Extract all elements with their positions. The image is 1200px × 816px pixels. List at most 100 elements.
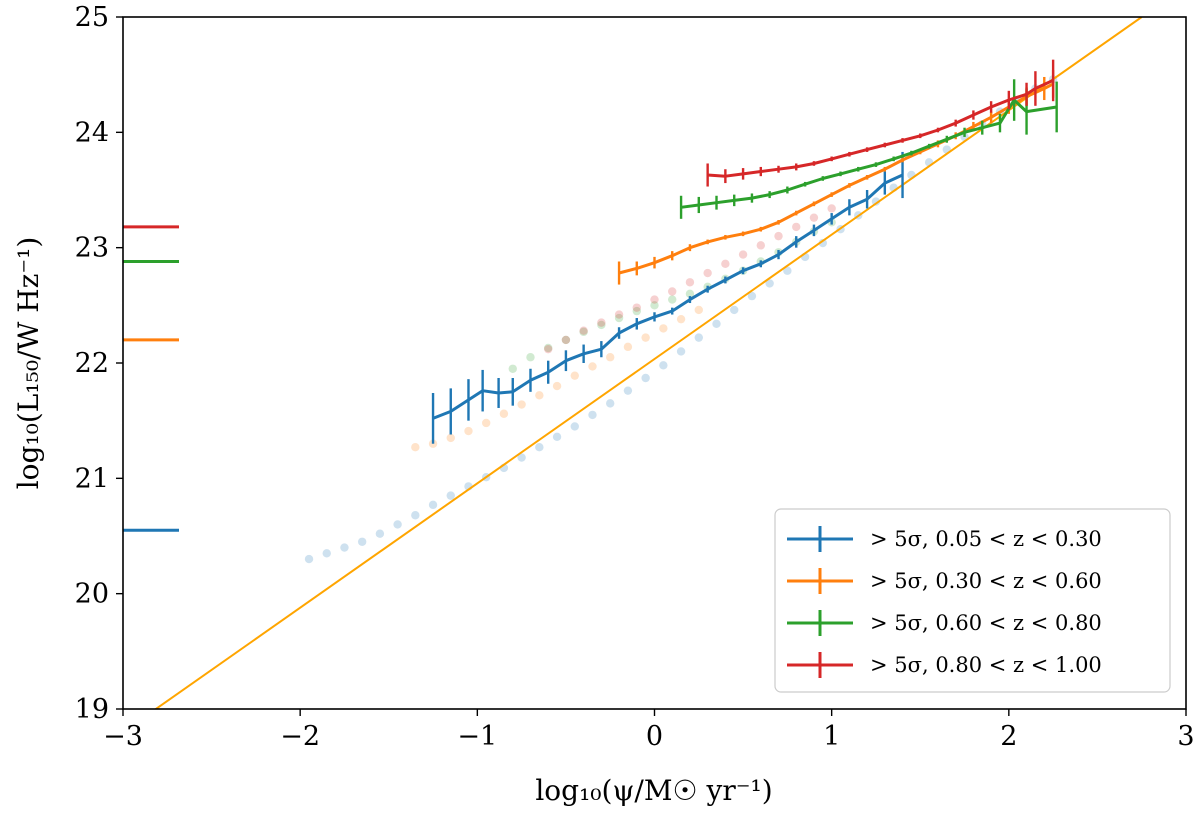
faded-point-2-9 [668,295,677,304]
legend-item-1: > 5σ, 0.30 < z < 0.60 [787,568,1102,594]
faded-point-0-23 [712,319,721,328]
y-tick-label-2: 21 [75,463,109,494]
faded-point-1-12 [623,342,633,352]
faded-point-3-6 [650,295,659,304]
y-tick-label-1: 20 [75,579,109,610]
faded-point-3-10 [721,259,730,269]
faded-point-0-3 [357,537,367,546]
faded-point-1-16 [694,305,703,315]
faded-point-0-1 [322,549,331,558]
faded-point-2-10 [685,289,695,298]
faded-point-1-5 [499,409,509,418]
faded-point-0-14 [552,432,562,442]
x-tick-label-4: 1 [823,721,840,752]
faded-point-1-14 [659,324,668,333]
faded-point-2-4 [579,327,588,337]
x-tick-label-3: 0 [646,721,663,752]
faded-point-0-32 [871,197,881,206]
faded-point-0-24 [730,305,739,315]
reference-line-layer [154,17,1143,709]
faded-point-3-8 [685,278,695,287]
x-tick-label-5: 2 [1000,721,1017,752]
faded-point-2-5 [597,320,606,330]
faded-point-0-13 [535,442,544,452]
faded-point-3-13 [774,231,783,241]
x-tick-label-2: −1 [457,721,497,752]
faded-point-0-18 [623,386,633,395]
faded-point-3-7 [668,287,677,296]
legend-box [774,508,1171,693]
series-0 [431,151,904,444]
faded-point-1-4 [481,418,491,428]
faded-point-3-12 [756,241,765,250]
faded-point-0-7 [428,500,438,510]
faded-point-2-3 [561,335,571,345]
faded-point-0-8 [446,491,455,500]
faded-point-1-3 [464,426,473,436]
x-tick-label-1: −2 [280,721,320,752]
legend-label-0: > 5σ, 0.05 < z < 0.30 [870,527,1102,551]
faded-point-3-11 [738,250,748,259]
y-tick-label-0: 19 [75,694,109,725]
faded-point-1-10 [588,362,597,371]
x-tick-label-0: −3 [103,721,143,752]
faded-point-2-8 [650,301,659,310]
faded-point-1-0 [411,442,420,452]
faded-point-0-17 [606,399,615,408]
faded-point-1-7 [535,391,544,400]
faded-point-3-4 [614,310,624,319]
faded-point-0-2 [340,543,349,552]
legend-label-1: > 5σ, 0.30 < z < 0.60 [870,569,1102,593]
faded-point-3-5 [632,303,641,312]
faded-point-1-2 [446,433,455,443]
series-2 [679,79,1058,219]
faded-point-1-9 [570,371,579,380]
faded-point-0-4 [375,529,385,538]
faded-point-3-16 [827,204,836,213]
faded-point-3-9 [703,268,712,278]
series-line-2 [680,98,1057,209]
legend-label-3: > 5σ, 0.80 < z < 1.00 [870,653,1102,677]
faded-point-0-20 [659,361,668,370]
x-axis-title: log₁₀(ψ/M☉ yr⁻¹) [535,774,772,807]
faded-point-2-7 [632,306,641,316]
faded-point-0-0 [304,554,314,564]
faded-point-1-15 [676,314,686,324]
faded-point-2-2 [544,343,553,353]
side-markers-layer [123,225,179,532]
series-1 [617,70,1055,285]
legend-item-3: > 5σ, 0.80 < z < 1.00 [787,652,1102,678]
faded-point-0-12 [517,453,526,462]
series-3 [706,59,1055,187]
faded-point-1-6 [517,400,526,409]
faded-point-0-15 [570,422,579,431]
x-tick-label-6: 3 [1177,721,1194,752]
y-axis-title: log₁₀(L₁₅₀/W Hz⁻¹) [12,237,45,490]
legend-label-2: > 5σ, 0.60 < z < 0.80 [870,611,1102,635]
faded-point-3-15 [809,213,819,222]
faded-point-0-22 [694,333,703,342]
reference-line [154,17,1143,709]
faded-point-0-25 [747,291,757,301]
faded-point-3-1 [561,335,571,345]
y-tick-label-6: 25 [75,2,109,33]
legend-items: > 5σ, 0.05 < z < 0.30 > 5σ, 0.30 < z < 0.… [787,526,1102,678]
legend: > 5σ, 0.05 < z < 0.30 > 5σ, 0.30 < z < 0.… [774,508,1171,693]
faded-point-1-8 [552,381,562,391]
faded-point-0-6 [411,511,420,520]
faded-points-layer [304,75,1058,564]
series-line-0 [432,173,904,420]
series-layer [431,59,1058,444]
faded-point-3-14 [792,222,801,232]
legend-item-2: > 5σ, 0.60 < z < 0.80 [787,610,1102,636]
faded-point-2-1 [526,353,535,362]
faded-point-0-21 [676,347,686,356]
faded-point-0-19 [641,373,650,383]
faded-point-0-5 [393,520,402,529]
faded-point-0-26 [765,279,774,288]
faded-point-1-13 [641,333,650,342]
faded-point-1-11 [606,353,615,362]
y-tick-label-4: 23 [75,233,109,264]
y-tick-label-5: 24 [75,117,109,148]
